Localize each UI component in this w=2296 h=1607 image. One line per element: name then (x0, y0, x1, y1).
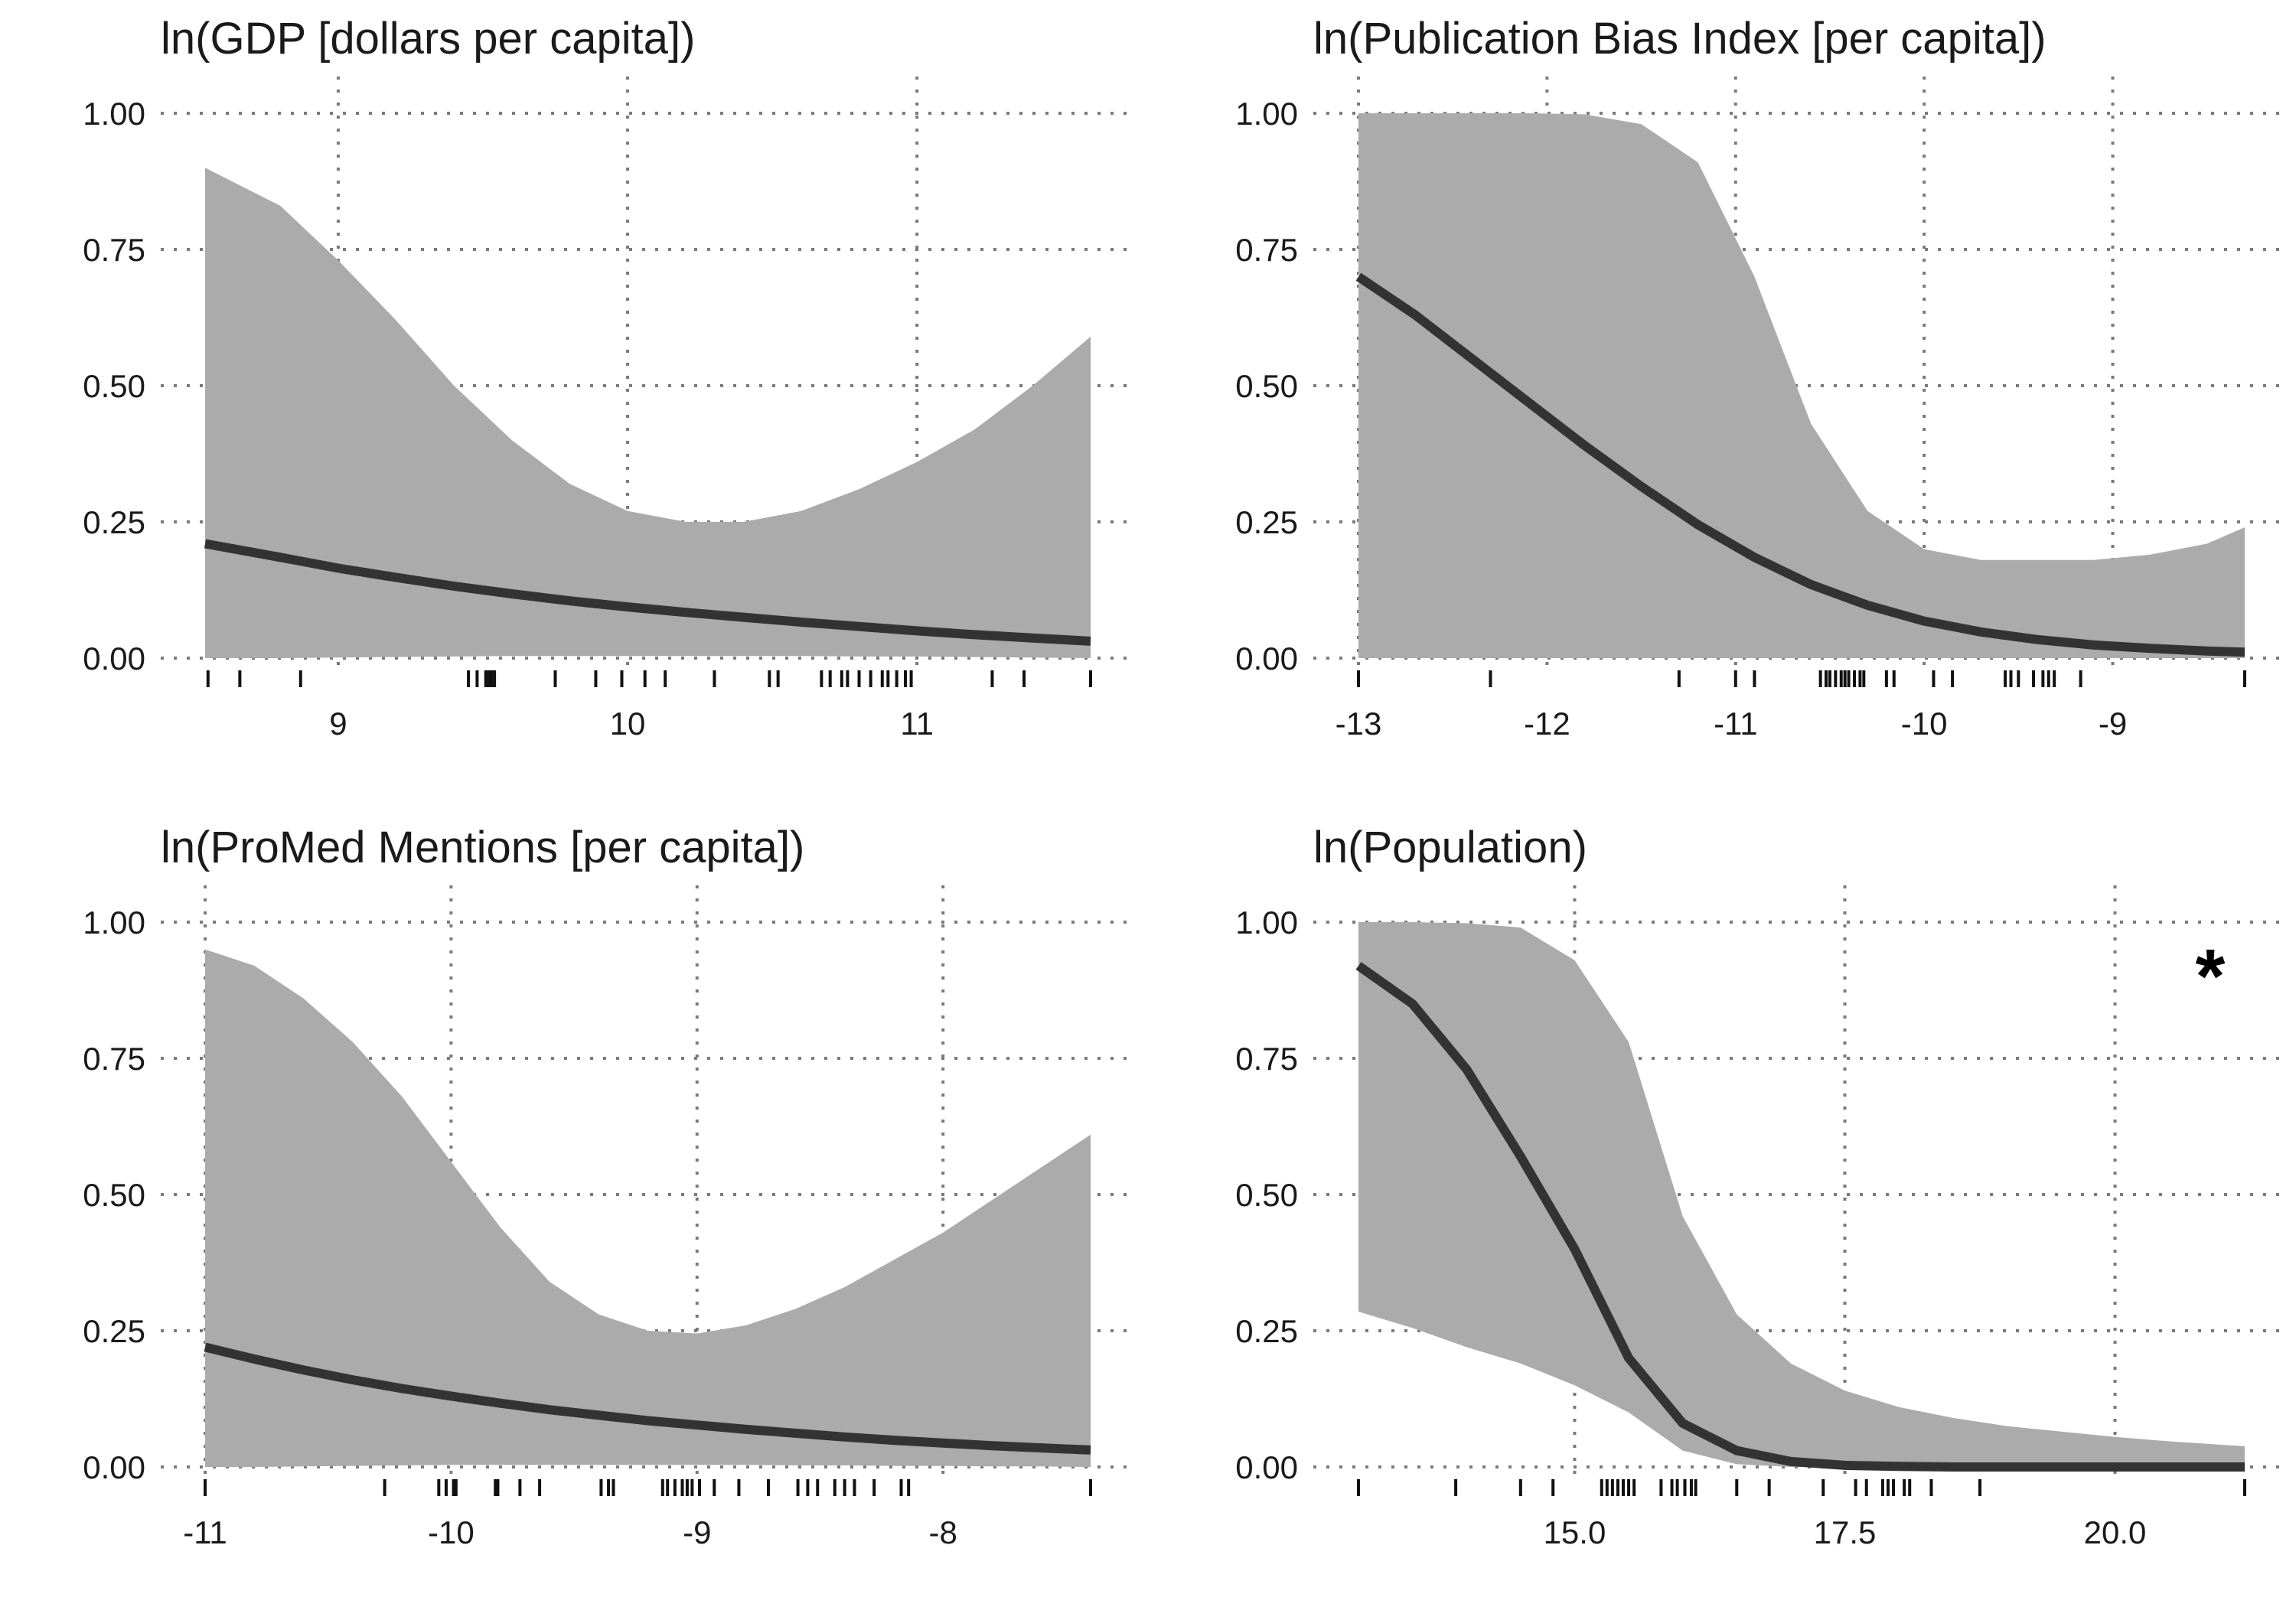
x-tick-label: -8 (928, 1514, 957, 1550)
band-layer (1358, 113, 2245, 658)
y-tick-label: 0.00 (1235, 641, 1298, 676)
y-tick-label: 0.75 (83, 232, 145, 268)
y-tick-label: 0.50 (83, 1177, 145, 1213)
fit-layer (1355, 272, 2245, 657)
x-axis-labels: -13 -12 -11 -10 -9 (1336, 706, 2128, 742)
y-tick-label: 0.25 (83, 1313, 145, 1349)
panel-title: ln(GDP [dollars per capita]) (161, 14, 695, 64)
x-tick-label: 11 (900, 706, 934, 742)
panel-title: ln(ProMed Mentions [per capita]) (161, 823, 804, 872)
y-tick-label: 1.00 (1235, 905, 1298, 940)
y-tick-label: 0.75 (1235, 1041, 1298, 1077)
y-tick-label: 0.50 (83, 368, 145, 404)
y-axis-labels: 0.00 0.25 0.50 0.75 1.00 (1235, 96, 1298, 676)
fitted-line (204, 539, 1091, 646)
fitted-line (1355, 962, 2245, 1472)
y-axis-labels: 0.00 0.25 0.50 0.75 1.00 (83, 96, 145, 676)
y-tick-label: 1.00 (1235, 96, 1298, 132)
x-tick-label: 17.5 (1814, 1514, 1877, 1550)
y-tick-label: 0.50 (1235, 1177, 1298, 1213)
band-layer (205, 168, 1091, 658)
x-tick-label: 9 (329, 706, 347, 742)
y-tick-label: 1.00 (83, 905, 145, 940)
panel-promed: ln(ProMed Mentions [per capita]) 0.00 0.2… (83, 823, 1136, 1550)
x-tick-label: -11 (1714, 706, 1758, 742)
fit-layer (1355, 962, 2245, 1472)
x-tick-label: -13 (1336, 706, 1382, 742)
panel-population: ln(Population) 0.00 0.25 0.50 0.75 1.00 15.0… (1235, 823, 2288, 1550)
fit-layer (204, 1342, 1091, 1455)
x-tick-label: -9 (2099, 706, 2127, 742)
y-tick-label: 0.75 (83, 1041, 145, 1077)
y-axis-labels: 0.00 0.25 0.50 0.75 1.00 (1235, 905, 1298, 1485)
x-axis-labels: 15.0 17.5 20.0 (1544, 1514, 2147, 1550)
fitted-line (204, 1342, 1091, 1455)
y-tick-label: 0.25 (1235, 504, 1298, 540)
x-tick-label: -10 (428, 1514, 475, 1550)
confidence-band (205, 949, 1091, 1467)
y-tick-label: 0.00 (83, 1449, 145, 1485)
rug-layer (1357, 670, 2246, 687)
y-tick-label: 0.50 (1235, 368, 1298, 404)
x-tick-label: 15.0 (1544, 1514, 1606, 1550)
rug-layer (1357, 1479, 2246, 1496)
band-layer (1358, 922, 2245, 1467)
confidence-band (205, 168, 1091, 658)
y-tick-label: 0.00 (1235, 1449, 1298, 1485)
x-tick-label: 20.0 (2084, 1514, 2147, 1550)
fitted-line (1355, 272, 2245, 657)
x-tick-label: 10 (610, 706, 646, 742)
panel-publication-bias: ln(Publication Bias Index [per capita]) … (1235, 14, 2288, 742)
significance-annotation: * (2196, 934, 2226, 1019)
y-tick-label: 1.00 (83, 96, 145, 132)
x-tick-label: -11 (183, 1514, 227, 1550)
x-tick-label: -9 (683, 1514, 711, 1550)
rug-layer (206, 670, 1092, 687)
x-axis-labels: 9 10 11 (329, 706, 934, 742)
x-tick-label: -10 (1901, 706, 1948, 742)
x-axis-labels: -11 -10 -9 -8 (183, 1514, 957, 1550)
panel-title: ln(Population) (1313, 823, 1587, 872)
y-tick-label: 0.25 (1235, 1313, 1298, 1349)
panel-gdp: ln(GDP [dollars per capita]) 0.00 0.25 0.5… (83, 14, 1136, 742)
fit-layer (204, 539, 1091, 646)
y-tick-label: 0.00 (83, 641, 145, 676)
y-tick-label: 0.75 (1235, 232, 1298, 268)
y-axis-labels: 0.00 0.25 0.50 0.75 1.00 (83, 905, 145, 1485)
rug-layer (204, 1479, 1092, 1496)
x-tick-label: -12 (1524, 706, 1570, 742)
confidence-band (1358, 922, 2245, 1467)
panel-title: ln(Publication Bias Index [per capita]) (1313, 14, 2047, 64)
confidence-band (1358, 113, 2245, 658)
band-layer (205, 949, 1091, 1467)
y-tick-label: 0.25 (83, 504, 145, 540)
